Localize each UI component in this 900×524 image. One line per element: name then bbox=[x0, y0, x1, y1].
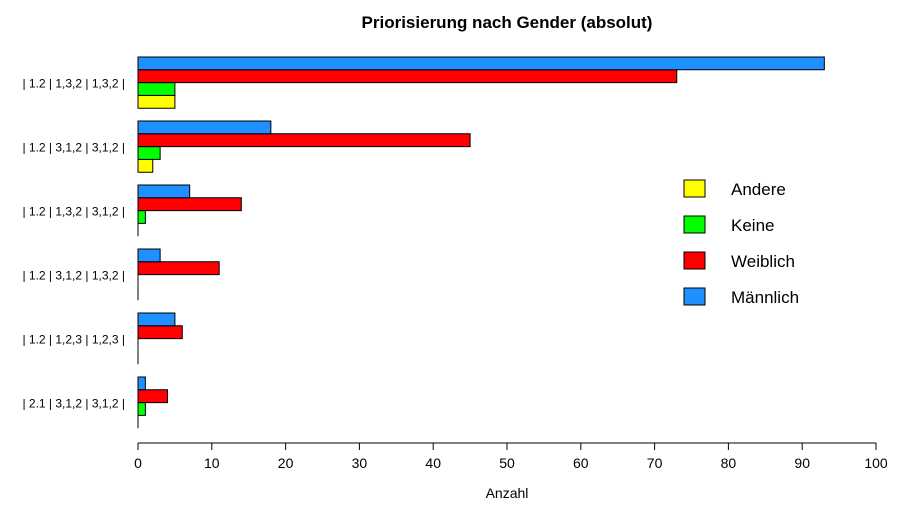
bar-weiblich bbox=[137, 261, 220, 276]
chart-title: Priorisierung nach Gender (absolut) bbox=[362, 13, 653, 32]
bar-maennlich bbox=[137, 184, 191, 199]
x-tick-label: 60 bbox=[573, 455, 589, 471]
legend-label: Andere bbox=[731, 180, 786, 199]
legend-label: Weiblich bbox=[731, 252, 795, 271]
bar-weiblich bbox=[137, 69, 678, 84]
x-tick-label: 40 bbox=[425, 455, 441, 471]
bar-keine bbox=[137, 210, 146, 224]
bar-area bbox=[137, 56, 825, 429]
bar-maennlich bbox=[137, 376, 146, 391]
category-label: | 1.2 | 3,1,2 | 3,1,2 | bbox=[22, 141, 125, 155]
x-axis: 0 10 20 30 40 50 60 70 80 90 100 bbox=[134, 442, 888, 471]
category-label: | 1.2 | 1,2,3 | 1,2,3 | bbox=[22, 333, 125, 347]
x-axis-label: Anzahl bbox=[486, 485, 529, 501]
x-tick-label: 90 bbox=[794, 455, 810, 471]
category-label: | 1.2 | 1,3,2 | 1,3,2 | bbox=[22, 77, 125, 91]
bar-keine bbox=[137, 82, 176, 96]
x-tick-label: 20 bbox=[278, 455, 294, 471]
category-labels: | 1.2 | 1,3,2 | 1,3,2 | | 1.2 | 3,1,2 | 3… bbox=[22, 77, 125, 411]
bar-maennlich bbox=[137, 248, 161, 263]
legend-swatch-andere bbox=[683, 179, 706, 198]
legend-swatch-keine bbox=[683, 215, 706, 234]
legend: Andere Keine Weiblich Männlich bbox=[683, 179, 799, 307]
category-label: | 1.2 | 1,3,2 | 3,1,2 | bbox=[22, 205, 125, 219]
bar-weiblich bbox=[137, 197, 242, 212]
bar-maennlich bbox=[137, 312, 176, 327]
bar-maennlich bbox=[137, 120, 272, 135]
legend-swatch-maennlich bbox=[683, 287, 706, 306]
x-tick-label: 70 bbox=[647, 455, 663, 471]
bar-keine bbox=[137, 402, 146, 416]
legend-label: Männlich bbox=[731, 288, 799, 307]
legend-swatch-weiblich bbox=[683, 251, 706, 270]
bar-andere bbox=[137, 158, 154, 173]
x-tick-label: 10 bbox=[204, 455, 220, 471]
bar-weiblich bbox=[137, 133, 471, 148]
bar-maennlich bbox=[137, 56, 825, 71]
category-label: | 2.1 | 3,1,2 | 3,1,2 | bbox=[22, 397, 125, 411]
x-tick-label: 80 bbox=[721, 455, 737, 471]
x-tick-label: 100 bbox=[864, 455, 888, 471]
category-label: | 1.2 | 3,1,2 | 1,3,2 | bbox=[22, 269, 125, 283]
bar-weiblich bbox=[137, 389, 169, 404]
legend-label: Keine bbox=[731, 216, 774, 235]
x-tick-label: 0 bbox=[134, 455, 142, 471]
x-tick-label: 30 bbox=[352, 455, 368, 471]
x-tick-label: 50 bbox=[499, 455, 515, 471]
bar-andere bbox=[137, 94, 176, 109]
bar-weiblich bbox=[137, 325, 183, 340]
bar-keine bbox=[137, 146, 161, 160]
